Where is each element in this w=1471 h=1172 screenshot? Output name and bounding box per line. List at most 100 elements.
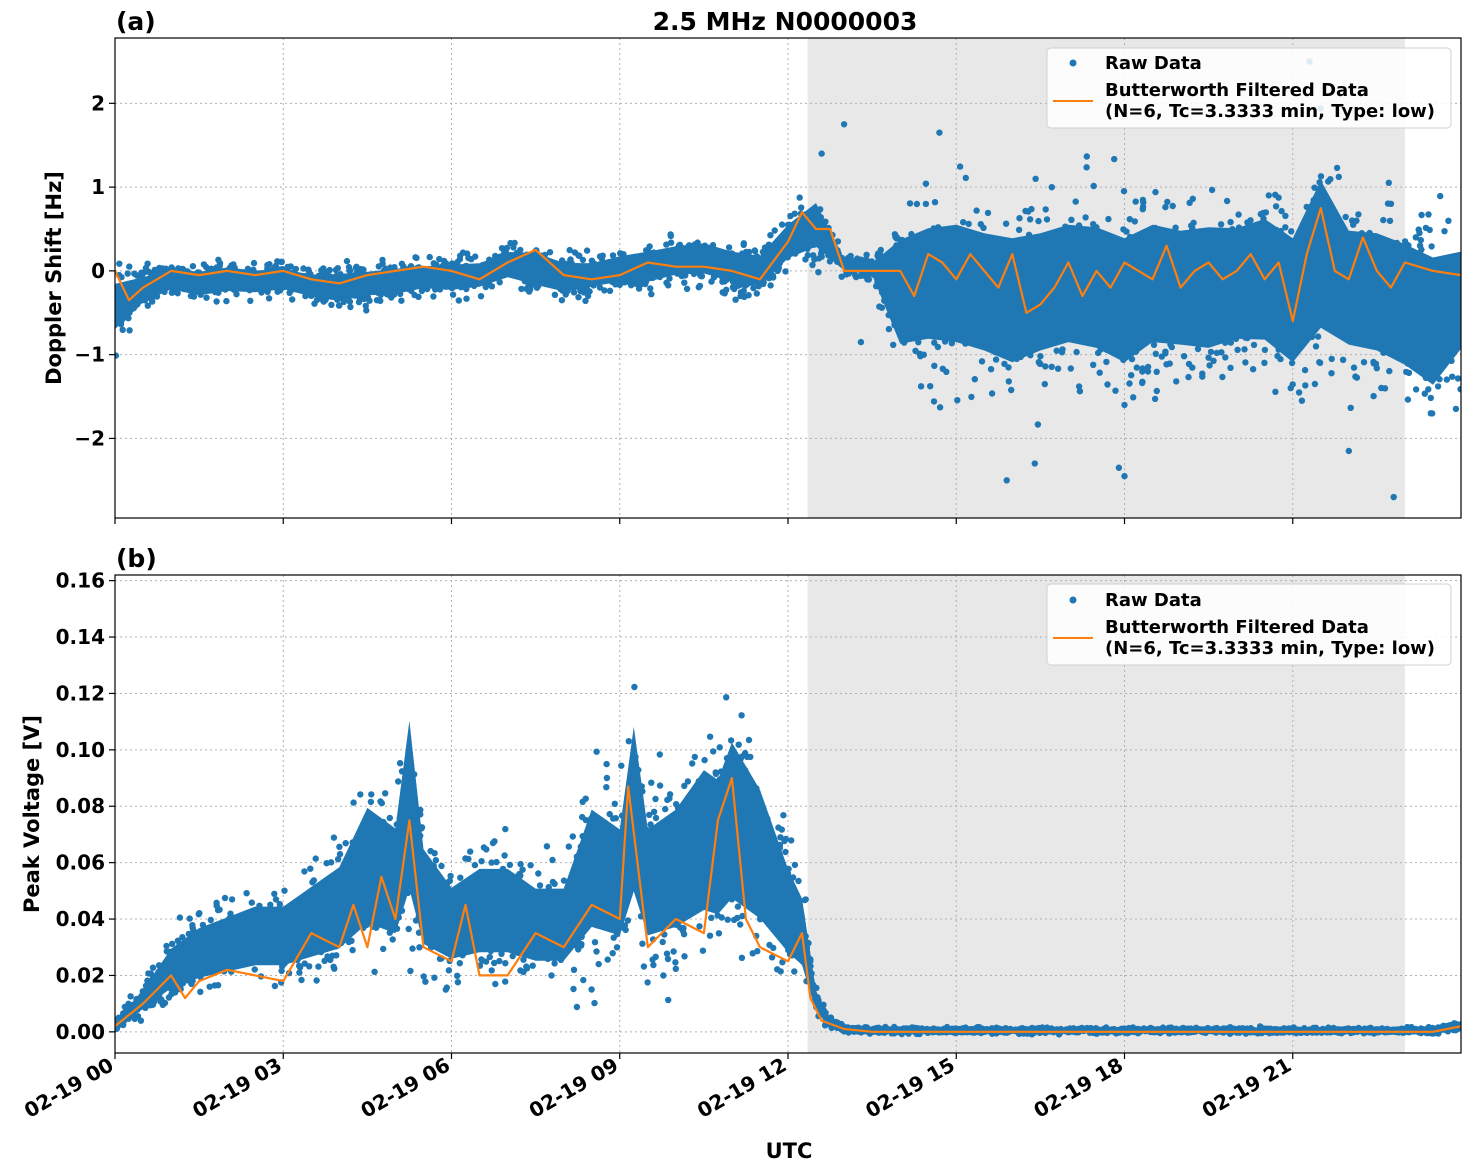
raw-data-point (346, 298, 354, 305)
panel-a-raw-data (115, 58, 1461, 501)
raw-data-point (1073, 348, 1080, 356)
raw-data-point (1072, 198, 1079, 205)
raw-data-point (960, 219, 967, 226)
raw-data-point (126, 263, 133, 270)
raw-data-point (1311, 380, 1319, 388)
raw-data-point (1075, 383, 1083, 390)
raw-data-point (413, 254, 420, 262)
raw-data-point (1417, 236, 1425, 244)
raw-data-point (927, 383, 934, 390)
raw-data-point (200, 261, 208, 268)
raw-data-point (1035, 217, 1042, 225)
raw-data-point (213, 298, 220, 305)
raw-data-point (1037, 353, 1044, 360)
raw-data-point (1347, 404, 1354, 411)
raw-data-point (320, 265, 327, 272)
raw-data-point (1131, 218, 1139, 225)
raw-data-point (449, 291, 457, 298)
raw-data-point (1342, 213, 1349, 221)
raw-data-point (124, 270, 131, 277)
raw-data-point (1288, 359, 1296, 367)
raw-data-point (798, 204, 805, 211)
raw-data-point (865, 276, 873, 283)
raw-data-point (1272, 388, 1279, 395)
raw-data-point (1048, 184, 1056, 191)
raw-data-point (633, 280, 640, 287)
panel-a-filtered-data (115, 207, 1461, 323)
raw-data-point (646, 243, 653, 250)
raw-data-point (503, 244, 511, 252)
raw-data-point (1126, 216, 1134, 223)
raw-data-point (1144, 363, 1152, 371)
raw-data-point (131, 270, 138, 277)
raw-data-point (648, 291, 655, 298)
raw-data-point (583, 247, 591, 254)
raw-data-point (1422, 224, 1430, 232)
raw-data-point (546, 249, 554, 256)
raw-data-point (518, 285, 525, 293)
raw-data-point (962, 174, 969, 182)
raw-data-point (934, 343, 942, 351)
raw-data-point (1272, 191, 1279, 198)
raw-data-point (493, 858, 500, 866)
raw-data-point (156, 264, 163, 272)
raw-data-point (1434, 383, 1442, 390)
raw-data-point (1162, 348, 1169, 355)
raw-data-point (313, 977, 320, 984)
raw-data-point (1025, 208, 1032, 215)
raw-data-point (1090, 221, 1097, 228)
raw-data-point (906, 200, 914, 207)
raw-data-point (379, 256, 386, 264)
raw-data-point (1194, 345, 1202, 353)
raw-data-point (1384, 200, 1392, 207)
raw-data-point (436, 255, 443, 263)
raw-data-point (1449, 373, 1456, 380)
raw-data-point (409, 945, 416, 952)
panel-a-legend-raw-marker (1069, 59, 1077, 67)
panel-b: (b) 0.000.020.040.060.080.100.120.140.16… (20, 544, 1462, 1163)
raw-data-point (1381, 385, 1389, 392)
raw-data-point (890, 341, 897, 348)
raw-data-point (750, 284, 757, 292)
raw-data-point (1282, 224, 1289, 231)
raw-data-point (767, 282, 774, 289)
panel-b-tag: (b) (116, 544, 157, 573)
raw-data-point (203, 294, 210, 301)
raw-data-point (1427, 394, 1435, 402)
raw-data-point (738, 712, 745, 719)
raw-data-point (1166, 360, 1173, 367)
raw-data-point (266, 261, 273, 268)
raw-data-point (349, 946, 356, 954)
raw-data-point (667, 239, 675, 246)
raw-data-point (922, 200, 930, 208)
raw-data-point (1441, 228, 1448, 235)
raw-data-point (1076, 388, 1084, 395)
raw-data-point (666, 275, 673, 282)
raw-data-point (1210, 357, 1217, 364)
raw-data-point (1317, 173, 1325, 180)
raw-data-point (732, 296, 739, 303)
raw-data-point (1090, 182, 1097, 190)
raw-data-point (488, 967, 495, 974)
raw-data-point (1353, 374, 1361, 381)
raw-data-point (1350, 221, 1357, 228)
raw-data-point (1242, 359, 1249, 366)
raw-data-point (740, 287, 747, 295)
raw-data-point (142, 264, 150, 272)
raw-data-point (1043, 216, 1051, 223)
raw-data-point (1067, 365, 1075, 372)
raw-data-point (566, 246, 573, 254)
raw-data-point (138, 269, 145, 276)
raw-data-point (1219, 373, 1226, 381)
raw-data-point (737, 292, 744, 300)
raw-data-point (1302, 382, 1309, 389)
raw-data-point (579, 256, 587, 264)
raw-data-point (719, 289, 726, 296)
raw-data-point (1445, 217, 1452, 224)
raw-data-point (876, 303, 883, 310)
raw-data-point (543, 843, 551, 850)
raw-data-point (1289, 381, 1296, 388)
raw-data-point (617, 250, 624, 257)
raw-data-point (708, 278, 715, 285)
raw-data-point (1123, 228, 1130, 235)
